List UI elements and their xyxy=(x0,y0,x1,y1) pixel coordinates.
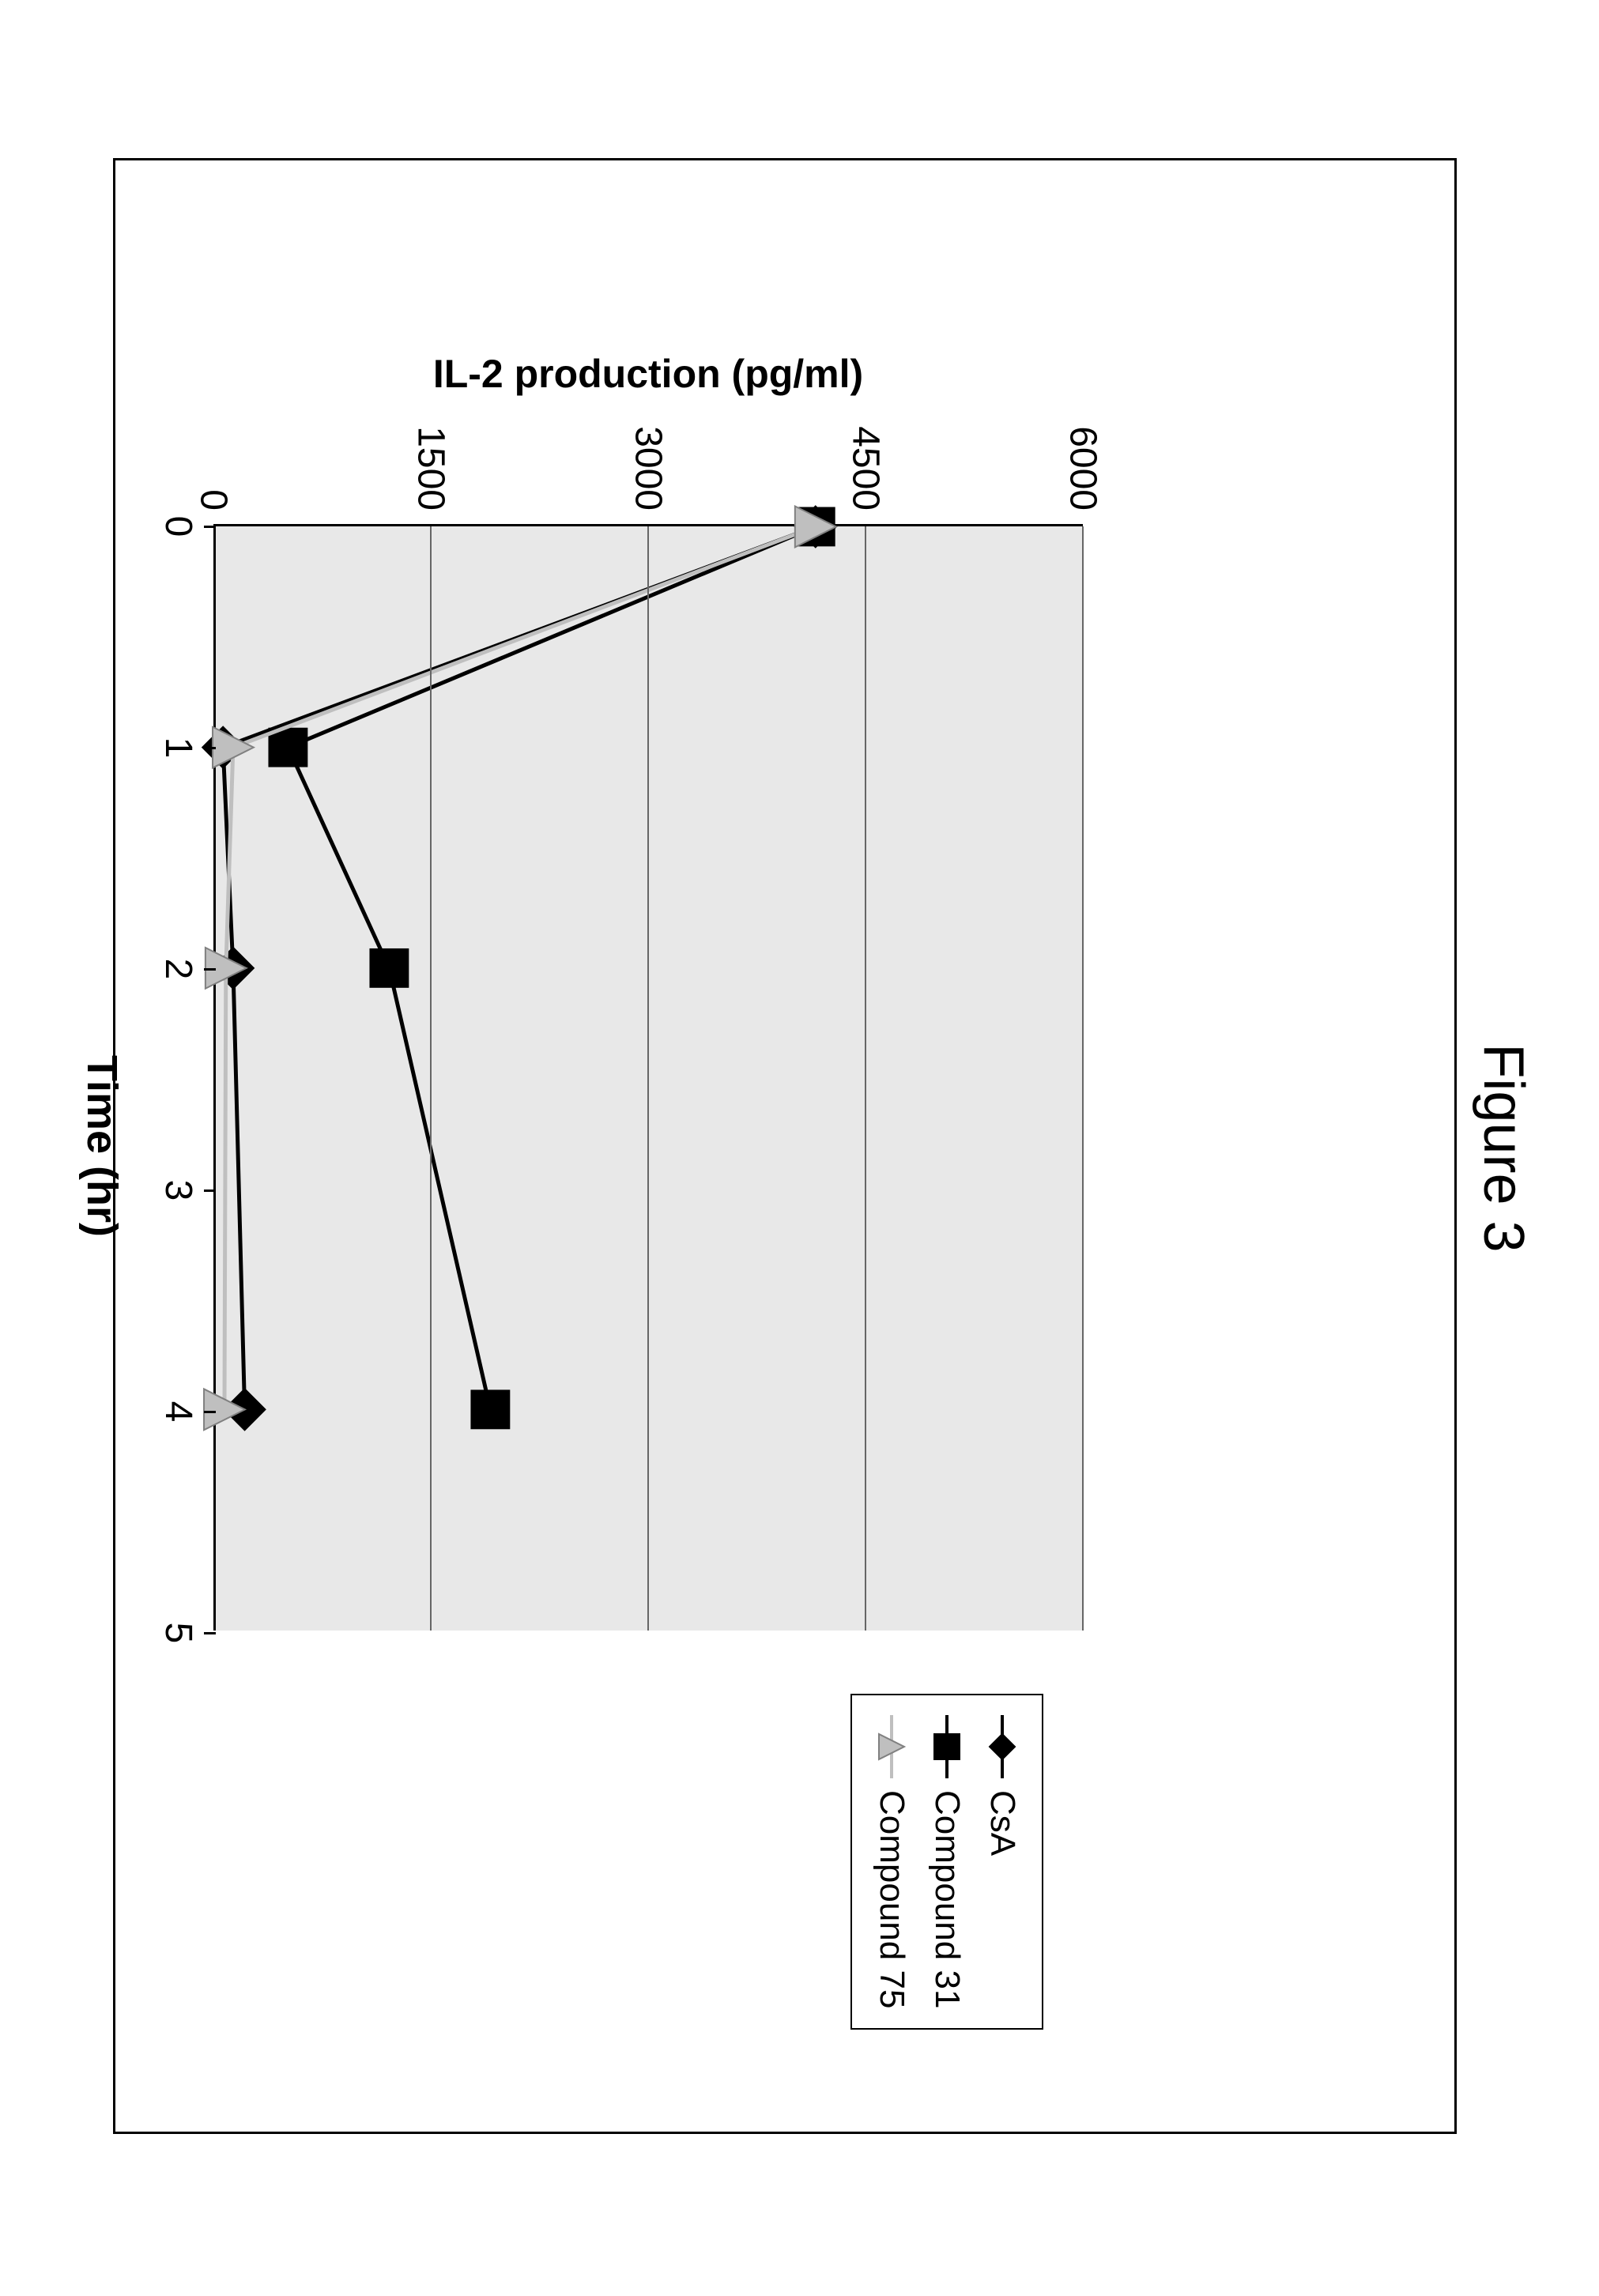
legend-label: Compound 31 xyxy=(927,1790,967,2008)
x-tick xyxy=(204,968,216,971)
y-tick-label: 0 xyxy=(192,489,236,511)
x-tick-label: 5 xyxy=(157,1623,200,1644)
legend-item: Compound 75 xyxy=(864,1715,919,2008)
x-tick-label: 4 xyxy=(157,1401,200,1423)
x-tick xyxy=(204,747,216,749)
figure-border: IL-2 production (pg/ml) 0150030004500600… xyxy=(113,158,1457,2134)
x-tick xyxy=(204,1632,216,1634)
legend-line xyxy=(1001,1715,1004,1778)
triangle-marker xyxy=(879,1734,904,1759)
x-tick-label: 0 xyxy=(157,516,200,537)
gridline xyxy=(865,526,866,1631)
gridline xyxy=(1082,526,1084,1631)
chart-svg xyxy=(216,526,1083,1631)
legend-item: CsA xyxy=(975,1715,1030,2008)
x-axis-title: Time (hr) xyxy=(77,1055,126,1237)
square-marker xyxy=(471,1390,509,1428)
x-tick xyxy=(204,1189,216,1192)
legend-label: CsA xyxy=(982,1790,1022,1856)
legend-marker-icon xyxy=(872,1727,911,1766)
x-tick xyxy=(204,526,216,528)
y-axis-title: IL-2 production (pg/ml) xyxy=(433,351,863,397)
series-line xyxy=(224,526,816,1409)
diamond-marker xyxy=(990,1734,1015,1759)
x-tick xyxy=(204,1411,216,1413)
series-line xyxy=(288,526,815,1409)
legend-label: Compound 75 xyxy=(872,1790,911,2008)
y-tick-label: 4500 xyxy=(844,426,888,511)
legend: CsA Compound 31 Compound 75 xyxy=(850,1694,1043,2030)
x-tick-label: 3 xyxy=(157,1180,200,1201)
legend-item: Compound 31 xyxy=(919,1715,975,2008)
figure-title: Figure 3 xyxy=(1471,1043,1536,1252)
gridline xyxy=(430,526,432,1631)
plot-area: 01500300045006000012345 xyxy=(213,524,1083,1631)
x-tick-label: 2 xyxy=(157,959,200,980)
gridline xyxy=(647,526,649,1631)
legend-line xyxy=(945,1715,948,1778)
legend-marker-icon xyxy=(927,1727,967,1766)
series-line xyxy=(223,526,816,1409)
y-tick-label: 1500 xyxy=(409,426,453,511)
x-tick-label: 1 xyxy=(157,737,200,759)
square-marker xyxy=(269,729,307,767)
legend-marker-icon xyxy=(982,1727,1022,1766)
y-tick-label: 3000 xyxy=(627,426,670,511)
square-marker xyxy=(934,1734,960,1759)
y-tick-label: 6000 xyxy=(1062,426,1105,511)
square-marker xyxy=(370,949,408,987)
legend-line xyxy=(890,1715,893,1778)
page-container: Figure 3 IL-2 production (pg/ml) 0150030… xyxy=(0,0,1599,2296)
